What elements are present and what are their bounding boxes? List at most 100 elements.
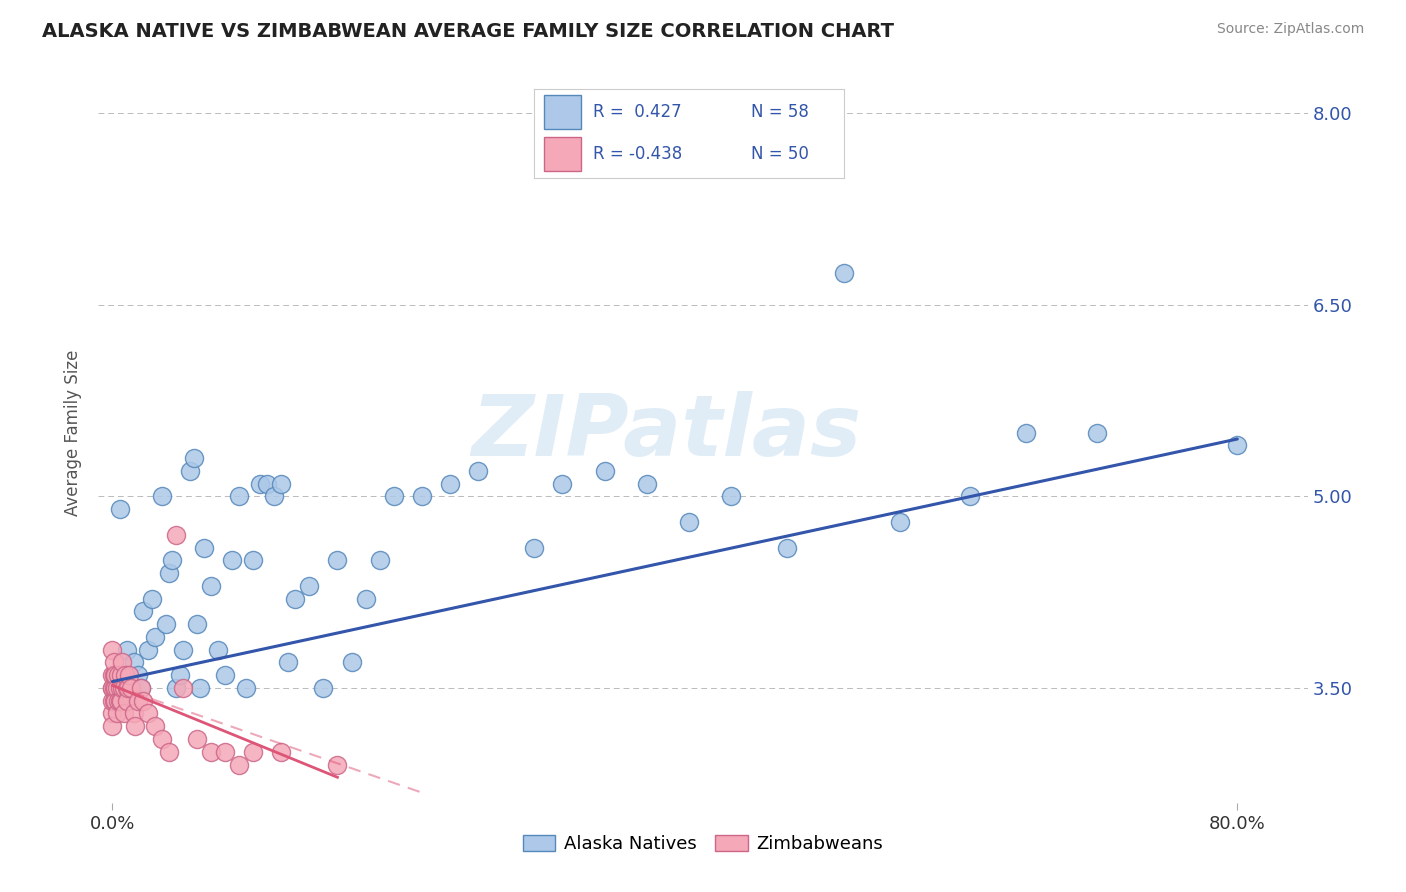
Point — [117, 681, 139, 695]
Point — [551, 476, 574, 491]
Point — [101, 706, 124, 721]
FancyBboxPatch shape — [544, 137, 581, 171]
Point — [179, 464, 201, 478]
Point — [118, 668, 141, 682]
Point — [193, 541, 215, 555]
Point — [124, 719, 146, 733]
Point — [256, 476, 278, 491]
Point — [228, 757, 250, 772]
Point — [107, 668, 129, 682]
Point — [101, 719, 124, 733]
Point — [127, 694, 149, 708]
Point — [165, 681, 187, 695]
Point — [157, 566, 180, 580]
Point — [103, 694, 125, 708]
Point — [284, 591, 307, 606]
Point — [889, 515, 911, 529]
Point — [340, 656, 363, 670]
Point — [186, 731, 208, 746]
Point — [411, 490, 433, 504]
Point — [200, 745, 222, 759]
Point — [112, 681, 135, 695]
Point — [110, 668, 132, 682]
Point — [122, 656, 145, 670]
Point — [172, 642, 194, 657]
Point — [157, 745, 180, 759]
Point — [101, 668, 124, 682]
Point — [1085, 425, 1108, 440]
Point — [120, 681, 142, 695]
Point — [111, 656, 134, 670]
Text: Source: ZipAtlas.com: Source: ZipAtlas.com — [1216, 22, 1364, 37]
Point — [720, 490, 742, 504]
Point — [110, 694, 132, 708]
Point — [136, 706, 159, 721]
Point — [136, 642, 159, 657]
Point — [832, 266, 855, 280]
Point — [207, 642, 229, 657]
Point — [101, 681, 124, 695]
Point — [115, 642, 138, 657]
Point — [115, 681, 138, 695]
Point — [186, 617, 208, 632]
Point — [143, 630, 166, 644]
Point — [382, 490, 405, 504]
Point — [107, 694, 129, 708]
Point — [249, 476, 271, 491]
Point — [523, 541, 546, 555]
Point — [242, 553, 264, 567]
Point — [105, 681, 128, 695]
Point — [160, 553, 183, 567]
Point — [1226, 438, 1249, 452]
Point — [228, 490, 250, 504]
Point — [105, 706, 128, 721]
Point — [103, 656, 125, 670]
Point — [235, 681, 257, 695]
Text: N = 50: N = 50 — [751, 145, 808, 163]
Point — [108, 681, 131, 695]
Point — [326, 553, 349, 567]
FancyBboxPatch shape — [544, 95, 581, 129]
Point — [183, 451, 205, 466]
Point — [326, 757, 349, 772]
Point — [132, 604, 155, 618]
Point — [150, 490, 173, 504]
Point — [214, 668, 236, 682]
Point — [776, 541, 799, 555]
Point — [118, 668, 141, 682]
Point — [104, 681, 127, 695]
Point — [270, 476, 292, 491]
Point — [439, 476, 461, 491]
Point — [312, 681, 335, 695]
Point — [127, 668, 149, 682]
Point — [678, 515, 700, 529]
Point — [114, 668, 136, 682]
Point — [129, 681, 152, 695]
Point — [101, 681, 124, 695]
Point — [354, 591, 377, 606]
Point — [132, 694, 155, 708]
Point — [108, 502, 131, 516]
Point — [141, 591, 163, 606]
Y-axis label: Average Family Size: Average Family Size — [65, 350, 83, 516]
Point — [959, 490, 981, 504]
Point — [298, 579, 321, 593]
Point — [150, 731, 173, 746]
Point — [368, 553, 391, 567]
Point — [200, 579, 222, 593]
Point — [155, 617, 177, 632]
Point — [1015, 425, 1038, 440]
Point — [104, 668, 127, 682]
Text: N = 58: N = 58 — [751, 103, 808, 121]
Text: R =  0.427: R = 0.427 — [593, 103, 682, 121]
Point — [593, 464, 616, 478]
Legend: Alaska Natives, Zimbabweans: Alaska Natives, Zimbabweans — [516, 828, 890, 861]
Point — [636, 476, 658, 491]
Text: R = -0.438: R = -0.438 — [593, 145, 682, 163]
Point — [165, 527, 187, 541]
Point — [101, 642, 124, 657]
Point — [143, 719, 166, 733]
Point — [277, 656, 299, 670]
Point — [115, 694, 138, 708]
Point — [108, 694, 131, 708]
